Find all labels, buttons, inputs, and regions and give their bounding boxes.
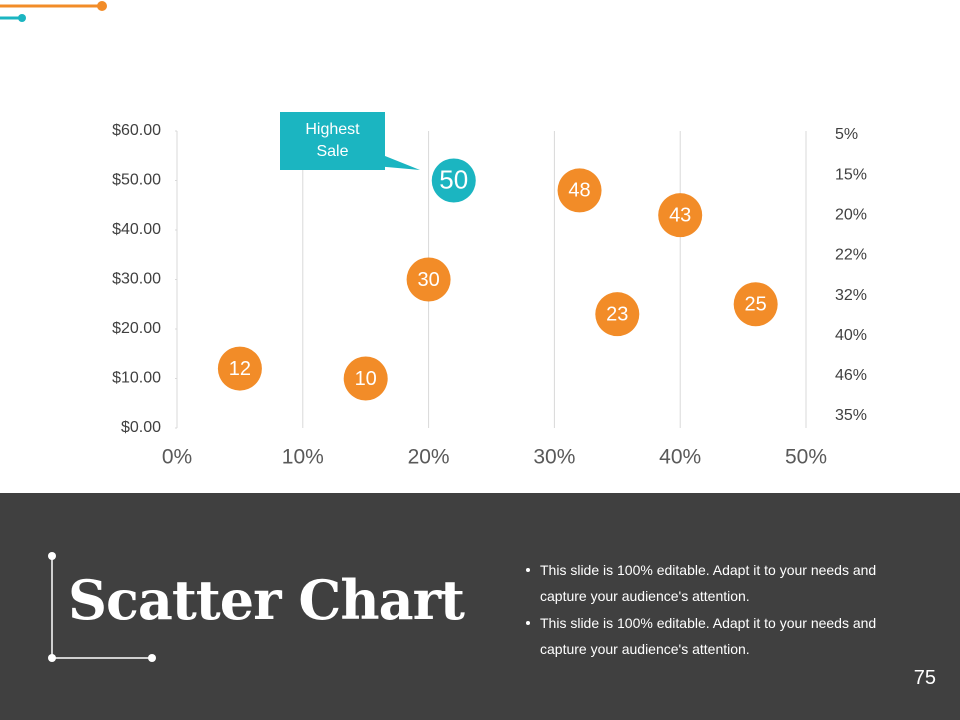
chart: 0% 10% 20% 30% 40% 50% $0.00 $10.00 $20.00 $30.00… (112, 122, 867, 469)
x-tick-label: 50% (785, 446, 827, 469)
point (557, 168, 602, 213)
point (595, 292, 640, 337)
footer-panel: Scatter Chart This slide is 100% editabl… (0, 493, 960, 720)
y-tick-label: $40.00 (112, 221, 161, 238)
y2-label: 20% (835, 207, 867, 224)
data-label: 25 (745, 294, 767, 316)
slide-title: Scatter Chart (68, 568, 465, 632)
bullet: This slide is 100% editable. Adapt it to… (520, 610, 920, 662)
point (343, 356, 388, 401)
y2-label: 15% (835, 166, 867, 183)
data-label: 50 (439, 164, 468, 194)
y-tick-label: $60.00 (112, 122, 161, 139)
bullet: This slide is 100% editable. Adapt it to… (520, 557, 920, 609)
y-tick-label: $10.00 (112, 370, 161, 387)
callout: Highest Sale (280, 112, 385, 170)
page-number: 75 (913, 667, 936, 689)
y-tick-label: $20.00 (112, 320, 161, 337)
y-tick-label: $0.00 (121, 419, 161, 436)
x-tick-label: 40% (659, 446, 701, 469)
y2-label: 40% (835, 327, 867, 344)
data-label: 10 (355, 368, 377, 390)
x-tick-label: 0% (162, 446, 192, 469)
y2-label: 22% (835, 247, 867, 264)
point (431, 158, 476, 203)
y-tick-label: $30.00 (112, 271, 161, 288)
y2-label: 32% (835, 287, 867, 304)
y-tick-label: $50.00 (112, 172, 161, 189)
title-frame (48, 552, 156, 662)
data-label: 12 (229, 358, 251, 380)
data-label: 43 (669, 204, 691, 226)
y2-label: 46% (835, 367, 867, 384)
point (406, 257, 451, 302)
data-label: 48 (568, 180, 590, 202)
y2-label: 5% (835, 126, 858, 143)
point (217, 346, 262, 391)
x-tick-label: 20% (408, 446, 450, 469)
annotation: Highest Sale (305, 121, 360, 160)
point (733, 282, 778, 327)
x-tick-label: 30% (533, 446, 575, 469)
decoration (0, 1, 107, 22)
data-label: 23 (606, 303, 628, 325)
point (658, 193, 703, 238)
x-tick-label: 10% (282, 446, 324, 469)
bullet-list: This slide is 100% editable. Adapt it to… (520, 557, 920, 663)
data-label: 30 (417, 269, 439, 291)
y2-label: 35% (835, 407, 867, 424)
